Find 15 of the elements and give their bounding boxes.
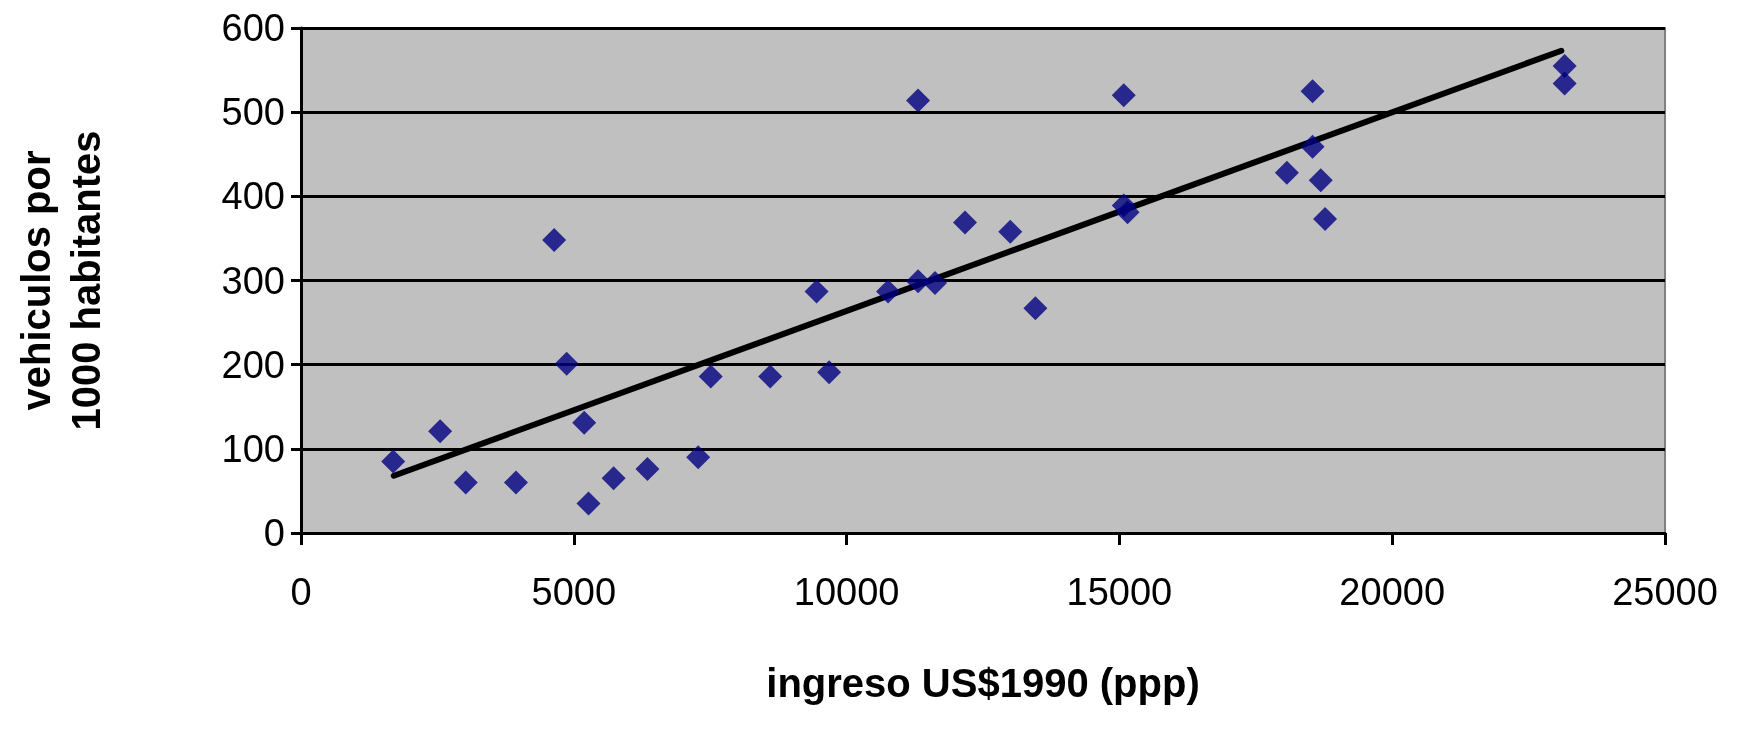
x-axis-title: ingreso US$1990 (ppp)	[766, 661, 1200, 705]
x-tick-label: 0	[290, 571, 312, 613]
x-tick-label: 10000	[793, 571, 900, 613]
y-tick-label: 400	[221, 175, 285, 218]
y-tick-label: 600	[221, 7, 285, 49]
y-tick-label: 300	[221, 259, 285, 302]
y-tick-label: 500	[221, 91, 285, 134]
x-tick-label: 20000	[1339, 571, 1446, 613]
x-tick-label: 5000	[531, 571, 617, 613]
x-tick-label: 15000	[1066, 571, 1173, 613]
y-axis-title: vehiculos por 1000 habitantes	[14, 130, 108, 431]
y-tick-label: 200	[221, 343, 285, 386]
x-tick-label: 25000	[1612, 571, 1718, 613]
y-tick-label: 100	[221, 427, 285, 470]
y-tick-label: 0	[263, 512, 285, 554]
